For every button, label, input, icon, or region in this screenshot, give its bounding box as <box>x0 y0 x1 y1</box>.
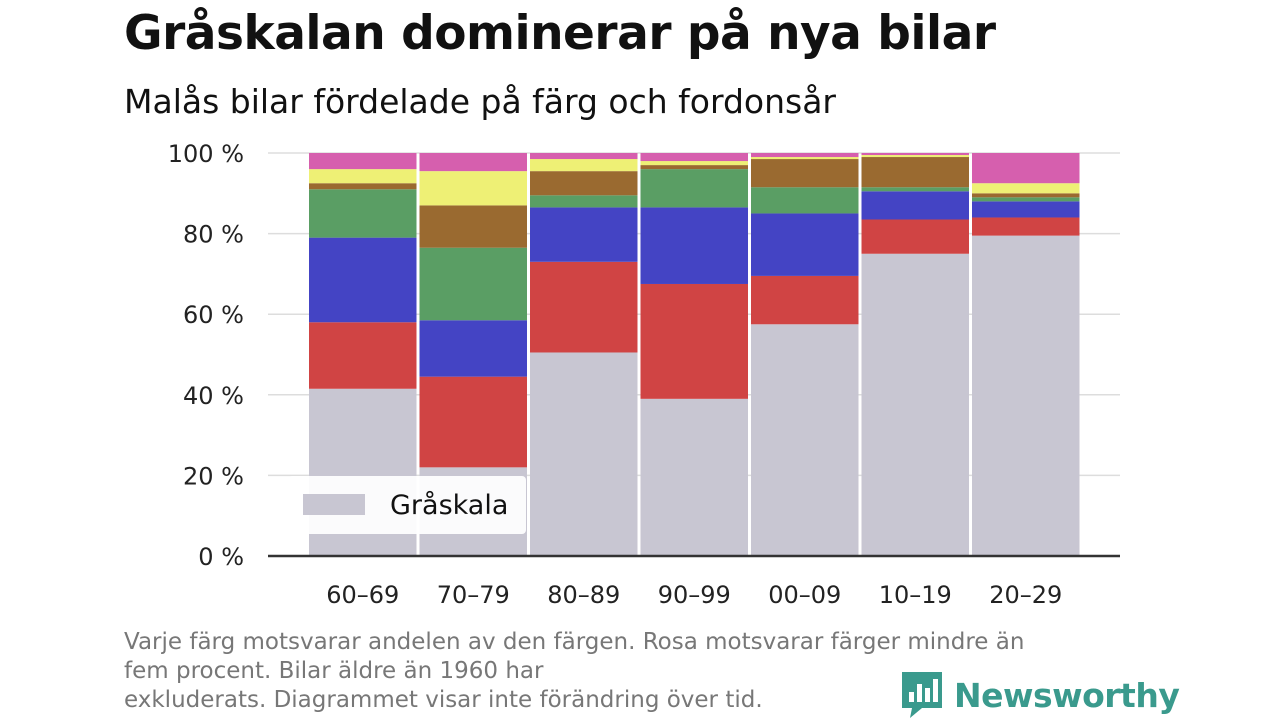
bar-segment <box>530 195 638 208</box>
bar-segment <box>419 247 527 321</box>
bar-segment <box>530 153 638 160</box>
bar-segment <box>309 153 417 170</box>
x-axis-ticks: 60–69 70–79 80–89 90–99 00–09 10–19 20–29 <box>326 581 1062 609</box>
chart-subtitle: Malås bilar fördelade på färg och fordon… <box>124 82 836 121</box>
bar-segment <box>751 157 859 160</box>
bar-segment <box>530 171 638 196</box>
bar-segment <box>640 153 748 162</box>
bar-segment <box>861 219 969 254</box>
y-tick-label: 40 % <box>183 382 244 410</box>
bar-segment <box>309 169 417 184</box>
bar-segment <box>861 253 969 556</box>
bar-segment <box>861 187 969 192</box>
bar-segment <box>861 157 969 188</box>
bar-segment <box>751 275 859 325</box>
x-tick-label: 70–79 <box>437 581 510 609</box>
brand-name: Newsworthy <box>954 675 1180 715</box>
bar-segment <box>419 171 527 206</box>
bar-segment <box>861 191 969 220</box>
bar-segment <box>640 169 748 208</box>
bar-segment <box>751 213 859 276</box>
bar-segment <box>530 207 638 262</box>
bar-segment <box>751 187 859 214</box>
bar-segment <box>530 261 638 353</box>
footnote-line-3: exkluderats. Diagrammet visar inte förän… <box>124 687 763 713</box>
bar-segment <box>861 153 969 156</box>
legend-label-graskala: Gråskala <box>390 490 508 521</box>
x-tick-label: 20–29 <box>989 581 1062 609</box>
y-tick-label: 60 % <box>183 301 244 329</box>
newsworthy-logo-icon <box>902 672 942 718</box>
bar-segment <box>751 324 859 556</box>
y-tick-label: 100 % <box>168 140 244 168</box>
legend-swatch-graskala <box>303 494 365 515</box>
bar-segment <box>419 320 527 377</box>
bar-segment <box>972 183 1080 194</box>
stacked-bar-chart: 0 % 20 % 40 % 60 % 80 % 100 % 60–69 70–79 80–89… <box>168 140 1120 609</box>
bar-segment <box>972 217 1080 236</box>
x-tick-label: 00–09 <box>768 581 841 609</box>
legend: Gråskala <box>288 476 526 534</box>
x-tick-label: 90–99 <box>658 581 731 609</box>
bar-segment <box>972 197 1080 202</box>
bar-segment <box>530 352 638 556</box>
bar-segment <box>861 155 969 158</box>
y-axis-ticks: 0 % 20 % 40 % 60 % 80 % 100 % <box>168 140 244 571</box>
bar-segment <box>972 153 1080 184</box>
y-tick-label: 20 % <box>183 462 244 490</box>
bar-segment <box>640 283 748 399</box>
bar-segment <box>309 189 417 238</box>
bar-segment <box>309 237 417 323</box>
footnote-line-1: Varje färg motsvarar andelen av den färg… <box>124 629 1025 655</box>
bar-segment <box>309 322 417 389</box>
bar-segment <box>309 183 417 190</box>
bar-segment <box>640 161 748 166</box>
bar-segment <box>640 398 748 556</box>
x-tick-label: 10–19 <box>879 581 952 609</box>
chart-title: Gråskalan dominerar på nya bilar <box>124 6 996 61</box>
bar-segment <box>419 205 527 248</box>
footnote: Varje färg motsvarar andelen av den färg… <box>124 628 1144 715</box>
bar-segment <box>751 153 859 158</box>
bar-segment <box>640 207 748 284</box>
bar-segment <box>751 159 859 188</box>
bar-segment <box>972 193 1080 198</box>
bar-segment <box>972 201 1080 218</box>
x-tick-label: 60–69 <box>326 581 399 609</box>
y-tick-label: 0 % <box>198 543 244 571</box>
legend-box <box>288 476 526 534</box>
bar-segment <box>419 153 527 172</box>
bar-segment <box>530 159 638 172</box>
bar-segment <box>972 235 1080 557</box>
brand-logo: Newsworthy <box>900 670 1180 720</box>
bar-segment <box>419 376 527 468</box>
y-tick-label: 80 % <box>183 221 244 249</box>
x-tick-label: 80–89 <box>547 581 620 609</box>
bar-segment <box>640 165 748 170</box>
footnote-line-2: fem procent. Bilar äldre än 1960 har <box>124 658 544 684</box>
